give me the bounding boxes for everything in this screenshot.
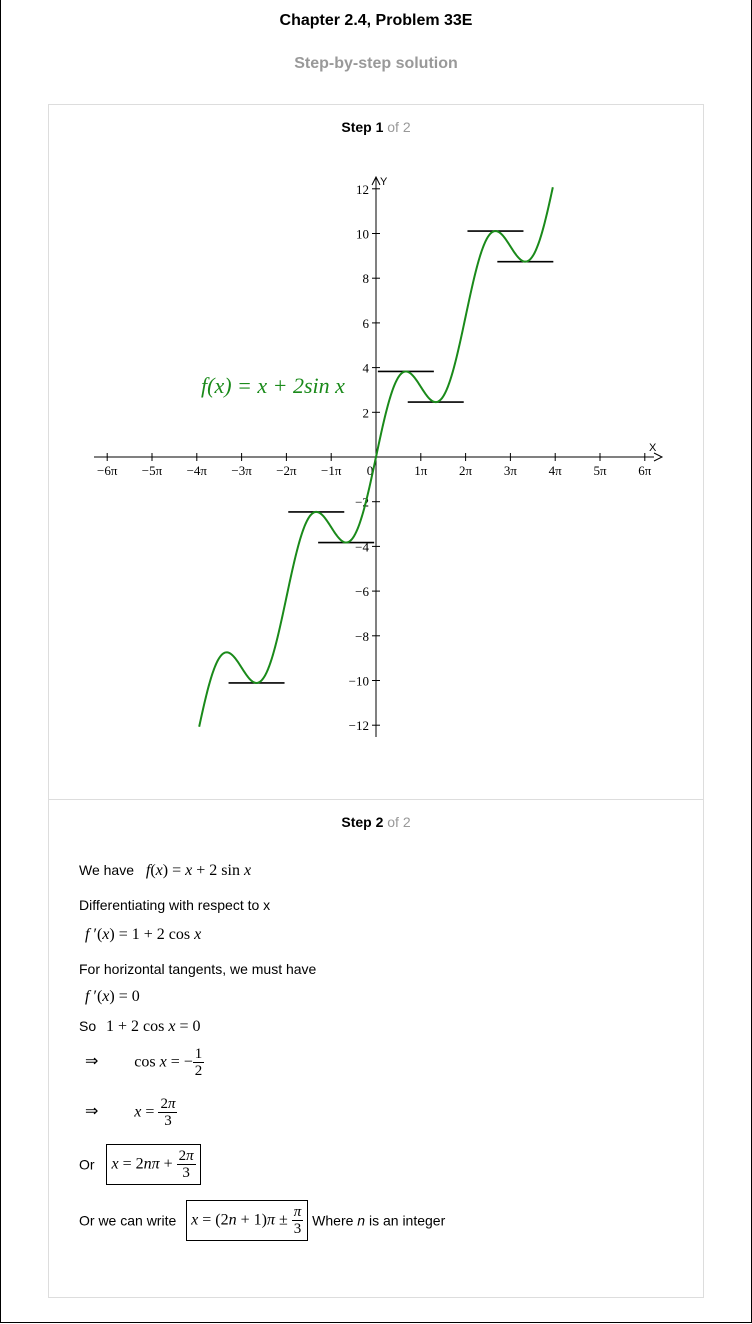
y-tick-label: 8 <box>363 271 370 286</box>
eq-x-value: x = 2π 3 <box>134 1096 178 1129</box>
implies-symbol-2: ⇒ <box>85 1103 99 1121</box>
horizontal-tangent-text: For horizontal tangents, we must have <box>79 961 317 977</box>
x-tick-label: 2π <box>459 463 473 478</box>
x-tick-label: 0 <box>367 463 374 478</box>
step-2-heading: Step 2 of 2 <box>49 814 703 830</box>
x-tick-label: −2π <box>276 463 297 478</box>
implies-x-line: ⇒ x = 2π 3 <box>85 1096 178 1129</box>
where-integer-text: Where n is an integer <box>312 1212 446 1229</box>
function-curve <box>198 187 554 727</box>
y-tick-label: 2 <box>363 405 370 420</box>
x-tick-label: −6π <box>97 463 118 478</box>
so-line: So 1 + 2 cos x = 0 <box>79 1018 201 1036</box>
function-graph: X Y −6π −5π −4π −3π −2π −1π 0 1π 2π 3π 4π 5π 6π 12 10 8 6 4… <box>94 175 664 737</box>
eq-cos-value: cos x = −1 2 <box>134 1046 205 1079</box>
or-line: Or x = 2nπ + 2π 3 <box>79 1144 201 1185</box>
x-tick-label: −4π <box>187 463 208 478</box>
x-tick-label: −1π <box>321 463 342 478</box>
step-2-label: Step 2 <box>341 814 384 830</box>
differentiating-text: Differentiating with respect to x <box>79 897 271 913</box>
y-tick-label: −12 <box>349 718 369 733</box>
we-have-text: We have <box>79 862 134 878</box>
graph-axes: X Y −6π −5π −4π −3π −2π −1π 0 1π 2π 3π 4π 5π 6π 12 10 8 6 4… <box>94 175 664 737</box>
y-tick-label: −6 <box>355 584 369 599</box>
x-tick-label: 6π <box>638 463 652 478</box>
step-1-of: of 2 <box>387 119 411 135</box>
implies-symbol-1: ⇒ <box>85 1053 99 1071</box>
eq-f-of-x: f(x) = x + 2 sin x <box>145 862 252 879</box>
so-text: So <box>79 1018 97 1034</box>
page-subtitle: Step-by-step solution <box>294 55 458 72</box>
x-axis-arrow <box>653 452 664 462</box>
eq-cos-sum: 1 + 2 cos x = 0 <box>106 1018 201 1035</box>
x-axis-label: X <box>649 442 657 454</box>
x-tick-label: 4π <box>549 463 563 478</box>
x-tick-label: −5π <box>142 463 163 478</box>
x-tick-label: 1π <box>414 463 428 478</box>
we-have-line: We have f(x) = x + 2 sin x <box>79 862 251 880</box>
or-write-text: Or we can write <box>79 1212 177 1229</box>
x-tick-label: 5π <box>593 463 607 478</box>
function-label: f(x) = x + 2sin x <box>201 373 345 398</box>
y-tick-label: 6 <box>363 316 370 331</box>
y-tick-label: 10 <box>356 227 369 242</box>
page-title: Chapter 2.4, Problem 33E <box>279 12 473 29</box>
x-tick-label: 3π <box>504 463 518 478</box>
x-tick-label: −3π <box>231 463 252 478</box>
implies-cos-line: ⇒ cos x = −1 2 <box>85 1046 205 1079</box>
boxed-general-solution: x = 2nπ + 2π 3 <box>106 1144 201 1185</box>
step-2-of: of 2 <box>387 814 411 830</box>
step-1-label: Step 1 <box>341 119 384 135</box>
y-tick-label: −4 <box>355 539 369 554</box>
eq-derivative-zero: f ′(x) = 0 <box>85 988 140 1005</box>
y-tick-label: −10 <box>349 674 369 689</box>
y-tick-label: 4 <box>363 361 370 376</box>
step-1-panel: Step 1 of 2 X Y −6π −5π −4π −3π −2π −1π 0 1π 2π 3π 4… <box>48 104 704 800</box>
step-2-panel: Step 2 of 2 We have f(x) = x + 2 sin x D… <box>48 799 704 1298</box>
or-text: Or <box>79 1156 95 1173</box>
y-axis-arrow <box>371 175 381 186</box>
y-axis-label: Y <box>380 176 388 188</box>
y-tick-label: 12 <box>356 182 369 197</box>
eq-derivative: f ′(x) = 1 + 2 cos x <box>85 926 202 943</box>
y-tick-label: −8 <box>355 629 369 644</box>
step-1-heading: Step 1 of 2 <box>49 119 703 135</box>
